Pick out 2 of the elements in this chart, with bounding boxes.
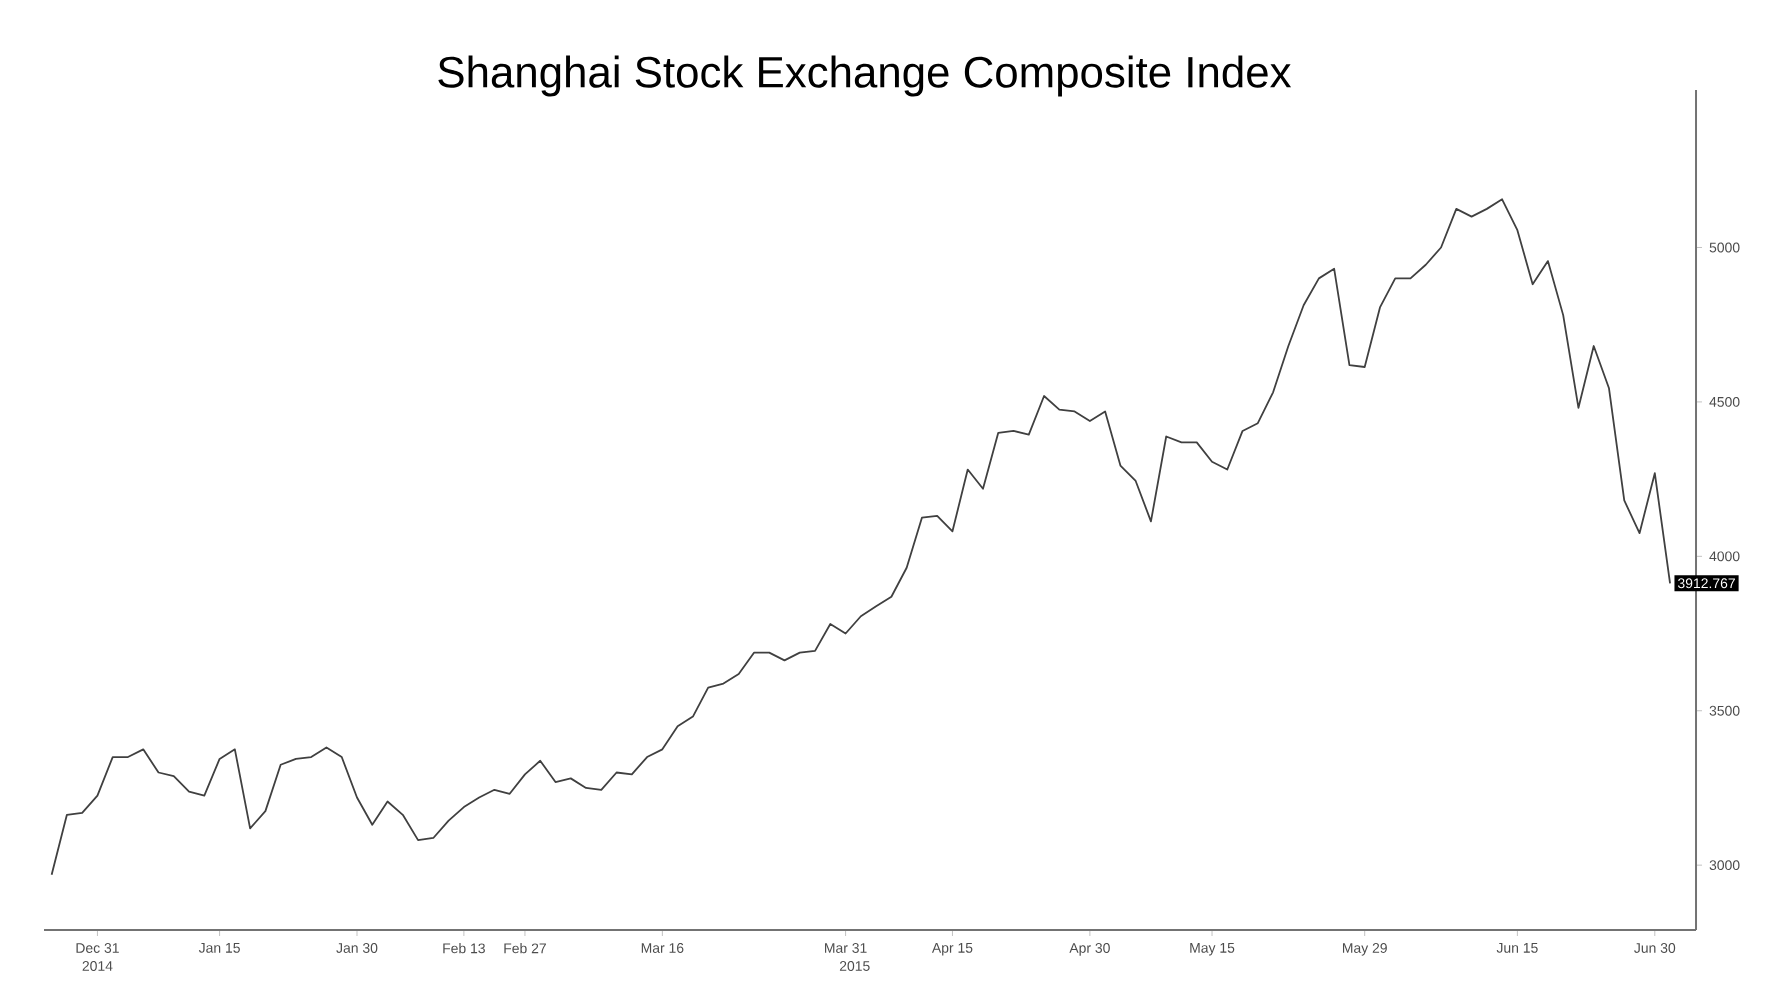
chart-title: Shanghai Stock Exchange Composite Index	[438, 55, 1292, 97]
line-series	[50, 198, 1671, 876]
